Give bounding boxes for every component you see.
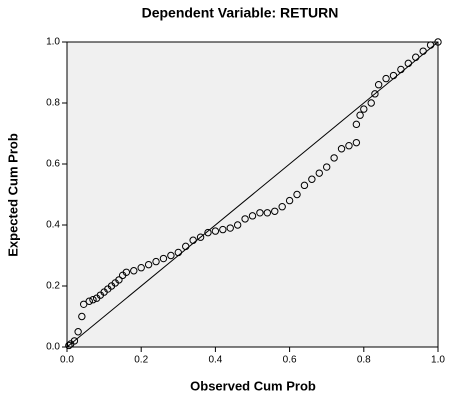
chart: Dependent Variable: RETURN Observed Cum … — [0, 0, 450, 400]
y-tick-label: 1.0 — [46, 37, 60, 48]
y-tick-label: 0.8 — [46, 98, 60, 109]
x-tick-label: 0.6 — [283, 355, 297, 366]
y-tick-label: 0.2 — [46, 281, 60, 292]
y-tick-label: 0.0 — [46, 342, 60, 353]
x-tick-label: 0.8 — [357, 355, 371, 366]
y-axis-label: Expected Cum Prob — [5, 133, 20, 257]
x-tick-label: 0.0 — [60, 355, 74, 366]
chart-title: Dependent Variable: RETURN — [142, 5, 339, 21]
x-tick-label: 0.2 — [134, 355, 148, 366]
x-axis-label: Observed Cum Prob — [190, 378, 316, 393]
y-tick-label: 0.6 — [46, 159, 60, 170]
x-tick-label: 1.0 — [431, 355, 445, 366]
y-tick-label: 0.4 — [46, 220, 60, 231]
x-tick-label: 0.4 — [208, 355, 222, 366]
